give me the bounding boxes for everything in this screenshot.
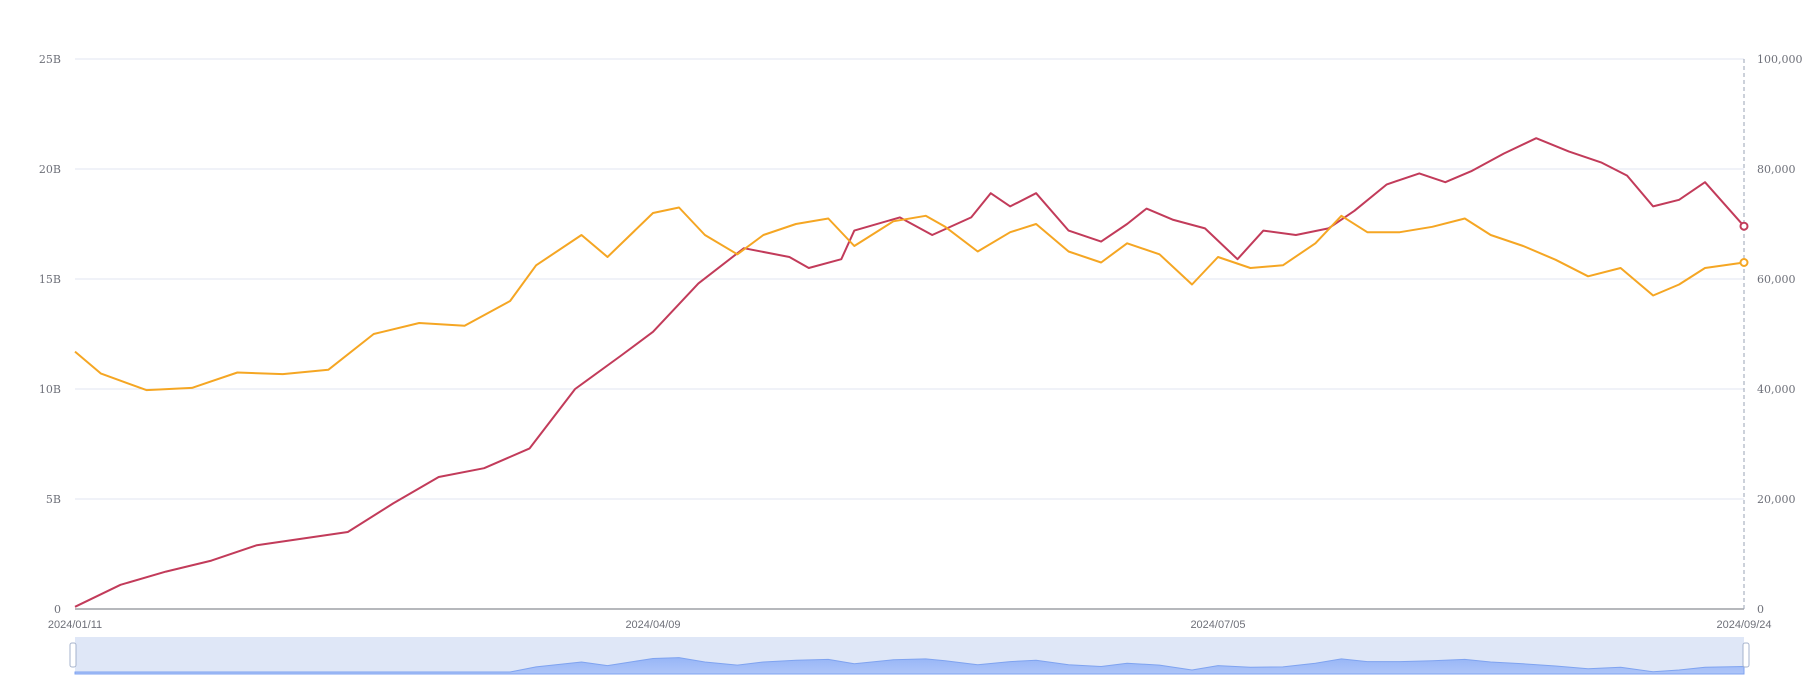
x-tick-label: 2024/04/09 — [625, 619, 680, 631]
x-tick-label: 2024/09/24 — [1716, 619, 1771, 631]
axes: 0 0 5B 20,000 10B 40,000 15B 60,000 20B 80,000 25B… — [39, 53, 1803, 631]
slider-handle-right[interactable] — [1742, 642, 1750, 668]
y-right-tick-label: 100,000 — [1757, 53, 1803, 66]
x-tick-label: 2024/01/11 — [48, 619, 102, 631]
series-lines — [74, 137, 1749, 608]
y-right-tick-label: 20,000 — [1757, 493, 1796, 506]
y-left-tick-label: 10B — [39, 383, 61, 396]
y-right-tick-label: 60,000 — [1757, 273, 1796, 286]
y-left-tick-label: 5B — [46, 493, 61, 506]
series-line-1 — [74, 137, 1745, 608]
y-left-tick-label: 20B — [39, 163, 61, 176]
series-line-2 — [74, 206, 1745, 392]
slider-handle-left[interactable] — [69, 642, 77, 668]
y-left-tick-label: 0 — [54, 603, 61, 616]
x-tick-label: 2024/07/05 — [1190, 619, 1245, 631]
y-left-tick-label: 25B — [39, 53, 61, 66]
y-right-tick-label: 80,000 — [1757, 163, 1796, 176]
data-zoom-slider[interactable] — [69, 637, 1750, 675]
y-left-tick-label: 15B — [39, 273, 61, 286]
series-end-point-2[interactable] — [1739, 258, 1749, 267]
series-end-point-1[interactable] — [1739, 221, 1749, 231]
grid-lines — [75, 58, 1744, 610]
y-right-tick-label: 0 — [1757, 603, 1764, 616]
slider-preview-area — [74, 657, 1745, 675]
y-right-tick-label: 40,000 — [1757, 383, 1796, 396]
